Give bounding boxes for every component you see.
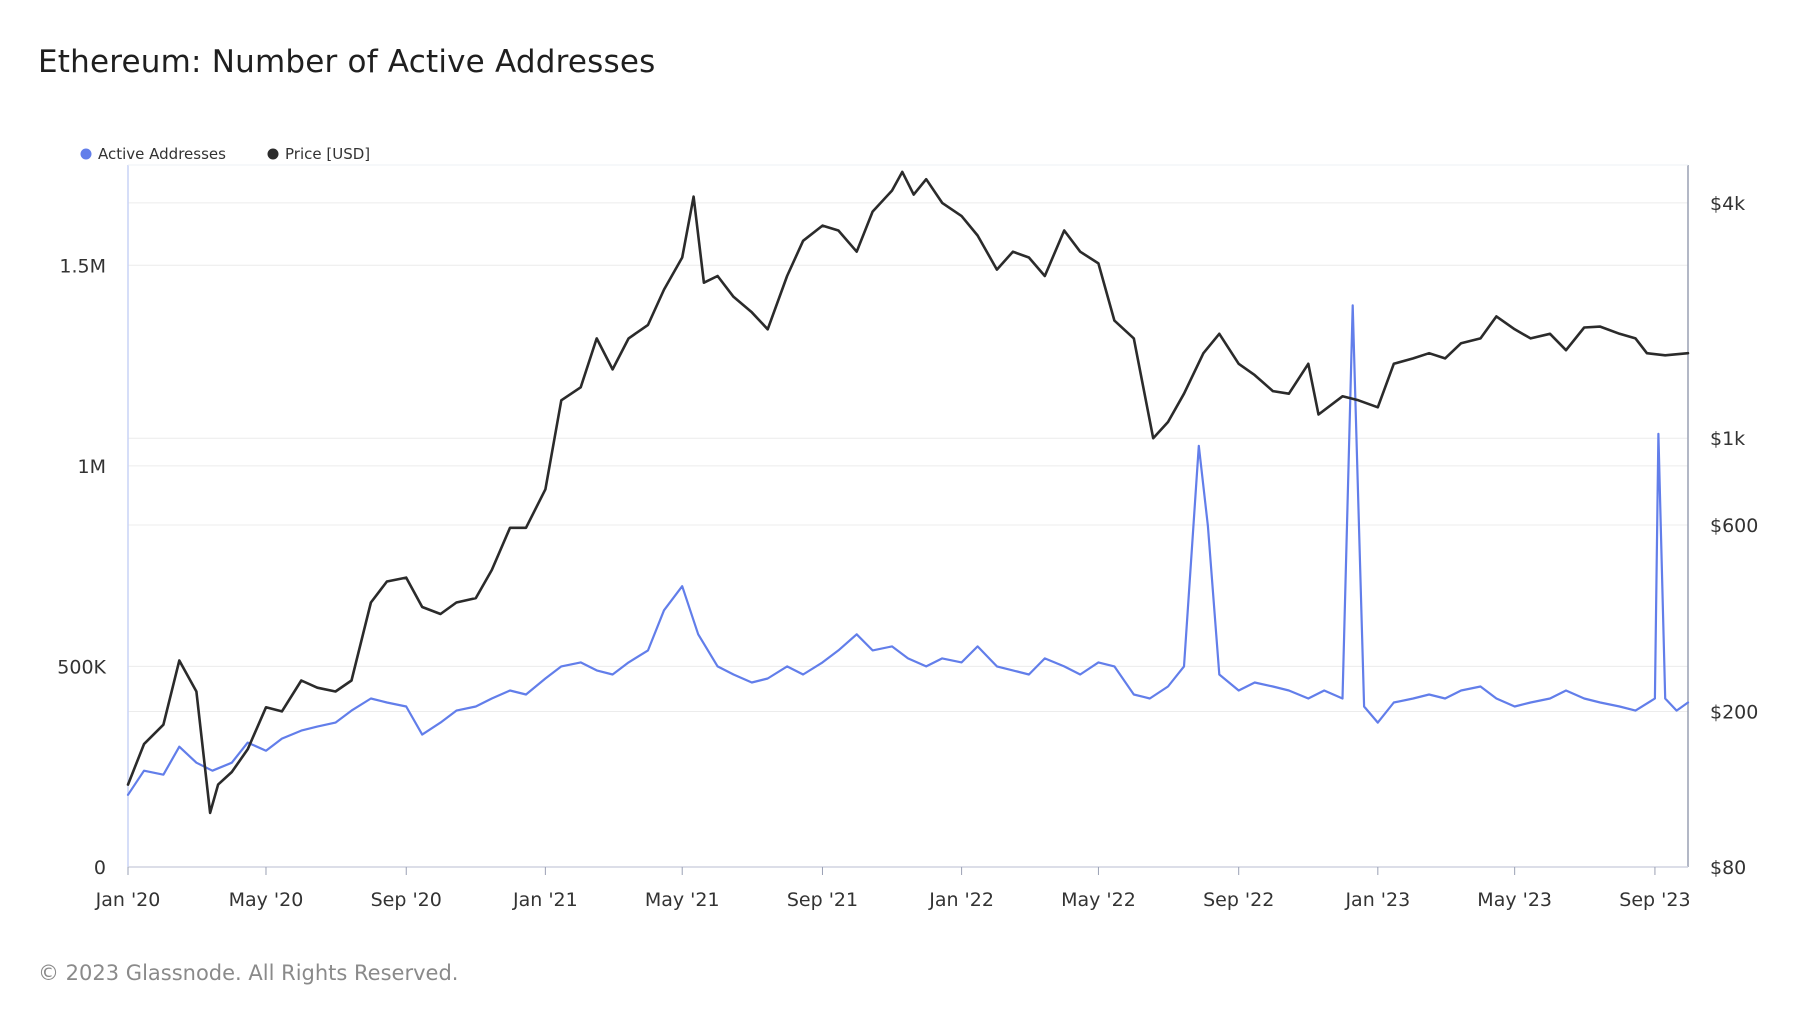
y-left-tick-label: 1.5M <box>59 255 106 277</box>
y-right-tick-label: $600 <box>1710 515 1758 537</box>
tick-labels: Jan '20 May '20 Sep '20 Jan '21 May '21 Sep '… <box>57 193 1758 911</box>
x-tick-label: Sep '23 <box>1619 889 1690 911</box>
grid <box>128 202 1688 868</box>
x-tick-label: Jan '21 <box>512 889 578 911</box>
axes <box>127 164 1689 868</box>
x-tick-label: Jan '22 <box>928 889 994 911</box>
price-line <box>126 170 1690 815</box>
x-tick-label: May '22 <box>1061 889 1136 911</box>
y-left-tick-label: 1M <box>78 456 106 478</box>
legend-marker <box>80 148 92 160</box>
y-right-tick-label: $80 <box>1710 857 1746 879</box>
y-left-tick-label: 500K <box>57 656 106 678</box>
chart-title: Ethereum: Number of Active Addresses <box>38 44 656 80</box>
series-layer <box>126 170 1690 815</box>
x-tick-label: Sep '20 <box>371 889 442 911</box>
legend-marker <box>267 148 279 160</box>
x-tick-label: Jan '23 <box>1344 889 1410 911</box>
x-tick-label: May '20 <box>229 889 304 911</box>
x-tick-label: May '21 <box>645 889 720 911</box>
active-addresses-line <box>126 304 1690 796</box>
y-right-tick-label: $4k <box>1710 193 1745 215</box>
x-tick-label: May '23 <box>1477 889 1552 911</box>
y-right-tick-label: $1k <box>1710 428 1745 450</box>
legend-label: Price [USD] <box>285 145 370 163</box>
y-left-tick-label: 0 <box>94 857 106 879</box>
legend: Active Addresses Price [USD] <box>80 145 370 163</box>
x-tick-label: Jan '20 <box>95 889 161 911</box>
x-tick-label: Sep '21 <box>787 889 858 911</box>
legend-label: Active Addresses <box>98 145 226 163</box>
y-right-tick-label: $200 <box>1710 701 1758 723</box>
copyright-footer: © 2023 Glassnode. All Rights Reserved. <box>38 961 459 985</box>
x-tick-label: Sep '22 <box>1203 889 1274 911</box>
